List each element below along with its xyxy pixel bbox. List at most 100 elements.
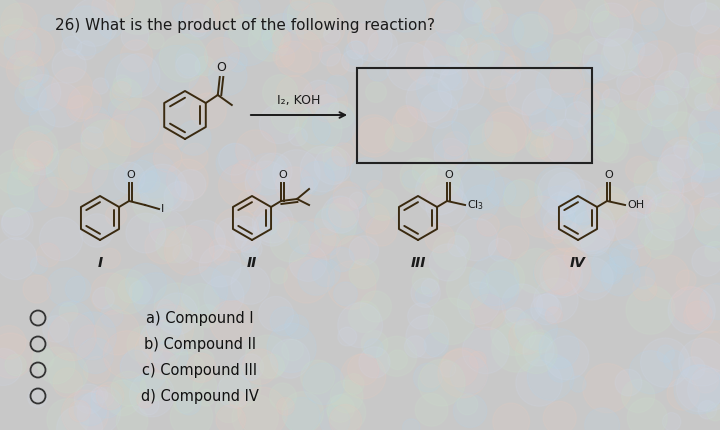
Circle shape [235,227,261,252]
Circle shape [676,270,696,290]
Circle shape [433,232,471,270]
Circle shape [541,197,575,230]
Text: d) Compound IV: d) Compound IV [141,388,259,403]
Bar [357,68,592,163]
Circle shape [361,331,388,357]
Circle shape [432,121,470,159]
Circle shape [470,295,505,330]
Circle shape [469,122,517,170]
Circle shape [557,194,594,230]
Circle shape [621,76,654,110]
Circle shape [651,90,668,108]
Circle shape [164,181,194,211]
Circle shape [467,40,516,89]
Circle shape [583,38,626,81]
Circle shape [176,44,208,76]
Circle shape [634,161,672,199]
Circle shape [1,208,33,240]
Circle shape [196,304,219,327]
Circle shape [657,345,675,362]
Circle shape [341,354,386,399]
Circle shape [153,340,188,374]
Circle shape [204,0,234,29]
Circle shape [633,267,655,289]
Circle shape [359,347,390,378]
Circle shape [118,278,143,303]
Circle shape [62,36,82,56]
Circle shape [0,25,35,69]
Text: O: O [278,170,287,180]
Circle shape [455,218,498,261]
Circle shape [690,132,720,170]
Circle shape [242,363,259,381]
Circle shape [320,45,341,66]
Circle shape [658,155,685,182]
Circle shape [16,28,55,67]
Circle shape [251,18,274,40]
Circle shape [344,41,368,65]
Circle shape [564,247,587,270]
Circle shape [348,24,378,54]
Circle shape [706,404,720,421]
Circle shape [700,193,720,225]
Circle shape [548,172,580,205]
Circle shape [301,360,335,394]
Circle shape [548,358,572,382]
Circle shape [685,77,719,111]
Circle shape [558,180,600,222]
Circle shape [413,363,442,392]
Circle shape [592,248,626,283]
Circle shape [0,18,37,59]
Circle shape [101,304,123,327]
Circle shape [627,398,667,430]
Circle shape [67,95,93,122]
Circle shape [595,187,628,220]
Circle shape [99,16,122,39]
Circle shape [106,205,127,226]
Circle shape [20,97,39,115]
Circle shape [425,162,460,197]
Circle shape [231,160,262,191]
Circle shape [47,268,85,306]
Circle shape [513,321,534,341]
Circle shape [633,31,657,55]
Circle shape [82,114,117,148]
Circle shape [434,138,467,172]
Circle shape [492,403,529,430]
Circle shape [177,391,201,415]
Circle shape [545,336,589,380]
Circle shape [642,120,678,157]
Circle shape [66,276,91,302]
Circle shape [276,398,294,415]
Circle shape [112,82,131,101]
Circle shape [241,246,258,262]
Circle shape [271,267,287,284]
Circle shape [0,172,34,217]
Circle shape [259,215,279,235]
Circle shape [530,139,550,159]
Circle shape [629,350,672,394]
Circle shape [148,33,164,49]
Circle shape [114,162,145,194]
Circle shape [423,30,469,75]
Circle shape [42,316,69,342]
Circle shape [228,52,247,72]
Circle shape [59,303,78,322]
Circle shape [190,93,226,129]
Circle shape [0,0,23,36]
Circle shape [28,388,47,407]
Circle shape [649,203,670,224]
Circle shape [70,0,118,46]
Circle shape [204,276,244,316]
Circle shape [688,104,720,144]
Circle shape [300,146,346,192]
Circle shape [535,186,585,235]
Circle shape [536,294,559,316]
Circle shape [323,147,346,170]
Circle shape [616,212,652,249]
Circle shape [267,323,316,372]
Circle shape [577,89,605,118]
Circle shape [639,184,661,207]
Circle shape [91,0,115,18]
Circle shape [309,228,341,260]
